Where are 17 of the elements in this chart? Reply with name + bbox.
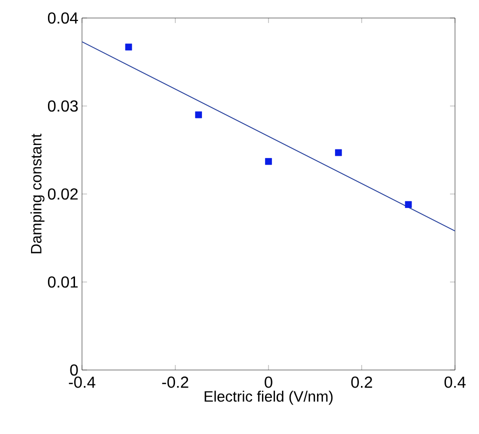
x-tick-label: 0.4 xyxy=(444,376,466,388)
y-tick-label: 0.01 xyxy=(48,276,78,288)
y-tick-label: 0.03 xyxy=(48,100,78,112)
point xyxy=(265,158,272,165)
point xyxy=(335,149,342,156)
y-tick-label: 0 xyxy=(70,364,78,376)
y-tick-label: 0.02 xyxy=(48,188,78,200)
point xyxy=(404,201,412,208)
point xyxy=(125,44,132,50)
x-tick-label: 0 xyxy=(264,376,272,388)
x-axis-title: Electric field (V/nm) xyxy=(204,390,333,405)
point xyxy=(195,111,202,118)
x-tick-label: -0.2 xyxy=(162,376,188,388)
y-tick-label: 0.04 xyxy=(48,12,78,24)
x-tick-label: 0.2 xyxy=(351,376,372,388)
x-tick-label: -0.4 xyxy=(68,376,96,388)
y-axis-title: Damping constant xyxy=(30,134,44,254)
